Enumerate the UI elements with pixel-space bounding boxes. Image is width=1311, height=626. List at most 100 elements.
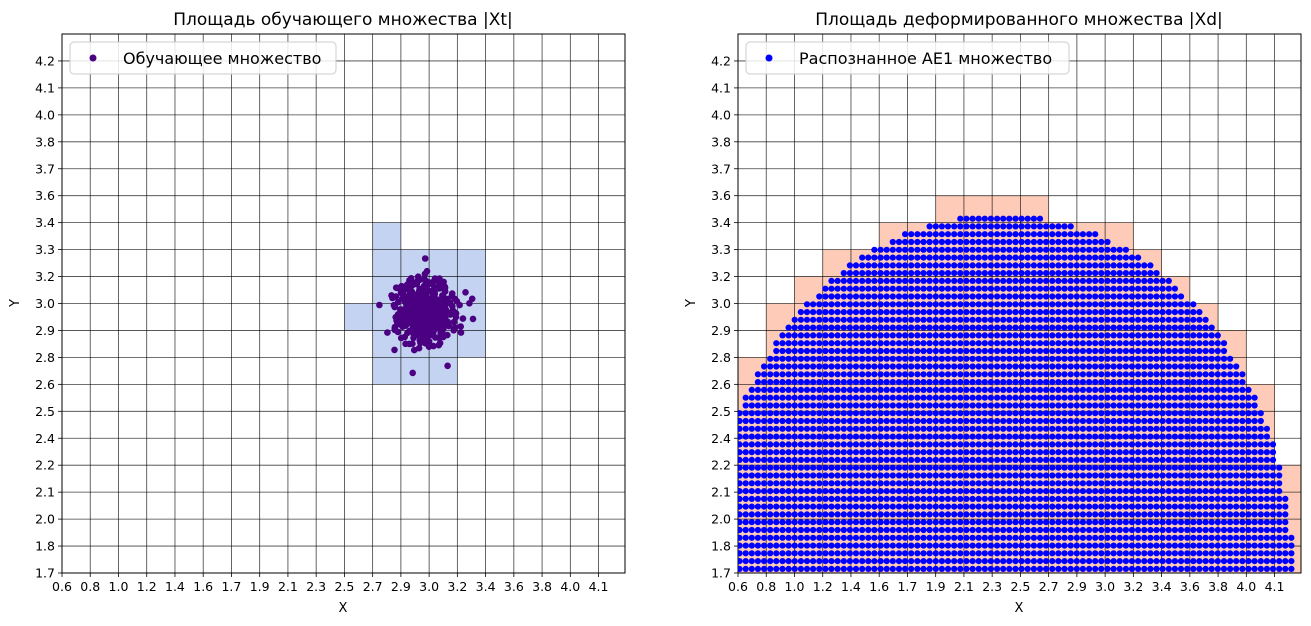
data-point <box>1165 394 1172 401</box>
data-point <box>748 526 755 534</box>
data-point <box>877 277 884 284</box>
data-point <box>877 340 884 347</box>
data-point <box>908 526 915 534</box>
data-point <box>1079 246 1086 253</box>
data-point <box>1092 410 1099 417</box>
data-point <box>1257 558 1264 565</box>
data-point <box>1171 472 1178 479</box>
data-point <box>969 449 976 456</box>
data-point <box>1220 386 1228 393</box>
data-point <box>938 550 946 557</box>
data-point <box>1030 254 1037 261</box>
data-point <box>944 558 952 565</box>
data-point <box>1251 519 1258 526</box>
data-point <box>920 503 927 510</box>
data-point <box>1116 503 1123 510</box>
data-point <box>1141 277 1148 284</box>
data-point <box>1177 464 1185 471</box>
data-point <box>1086 526 1093 534</box>
data-point <box>828 394 835 401</box>
data-point <box>1098 503 1105 510</box>
data-point <box>816 464 823 471</box>
data-point <box>828 410 835 417</box>
data-point <box>1104 371 1111 378</box>
data-point <box>846 534 854 541</box>
data-point <box>1073 231 1080 238</box>
data-point <box>1122 324 1129 331</box>
y-tick-label: 3.0 <box>35 296 55 311</box>
data-point <box>1055 511 1062 518</box>
data-point <box>767 503 774 510</box>
x-tick-label: 3.6 <box>504 579 524 594</box>
data-point <box>951 355 958 362</box>
data-point <box>1147 371 1154 378</box>
data-point <box>865 371 872 378</box>
data-point <box>1067 309 1074 316</box>
data-point <box>1269 534 1277 541</box>
data-point <box>932 410 939 417</box>
left-legend-box <box>69 41 337 75</box>
data-point <box>914 526 921 534</box>
data-point <box>1177 417 1185 425</box>
data-point <box>969 565 976 573</box>
data-point <box>1214 355 1221 362</box>
data-point <box>767 355 774 362</box>
data-point <box>1055 495 1062 502</box>
data-point <box>963 285 970 292</box>
data-point <box>1159 480 1166 487</box>
data-point <box>779 410 786 417</box>
data-point <box>926 472 933 479</box>
data-point <box>1116 394 1123 401</box>
data-point <box>1288 550 1295 557</box>
data-point <box>1043 309 1050 316</box>
data-point <box>810 441 817 448</box>
data-point <box>1184 316 1191 323</box>
data-point <box>1227 558 1234 565</box>
data-point <box>1049 238 1056 246</box>
data-point <box>969 410 976 417</box>
data-point <box>969 534 976 541</box>
data-point <box>1049 534 1056 541</box>
data-point <box>1006 456 1013 463</box>
data-point <box>944 254 952 261</box>
data-point <box>914 488 921 495</box>
data-point <box>748 550 755 557</box>
data-point <box>1073 503 1080 510</box>
data-point <box>902 534 909 541</box>
data-point <box>767 495 774 502</box>
data-point <box>859 464 866 471</box>
data-point <box>1030 386 1037 393</box>
data-point <box>1214 394 1221 401</box>
data-point <box>1006 223 1013 230</box>
data-point <box>1110 526 1117 534</box>
data-point <box>840 534 847 541</box>
data-point <box>920 456 927 463</box>
data-point <box>448 292 456 300</box>
data-point <box>1086 495 1093 502</box>
data-point <box>785 417 792 425</box>
data-point <box>1153 558 1160 565</box>
data-point <box>914 363 921 370</box>
data-point <box>791 386 798 393</box>
data-point <box>1055 456 1062 463</box>
data-point <box>852 324 860 331</box>
data-point <box>822 503 829 510</box>
data-point <box>767 480 774 487</box>
data-point <box>773 417 780 425</box>
data-point <box>859 371 866 378</box>
data-point <box>1147 503 1154 510</box>
data-point <box>914 449 921 456</box>
data-point <box>889 526 896 534</box>
data-point <box>1110 270 1117 277</box>
data-point <box>1128 347 1136 355</box>
data-point <box>1067 565 1074 573</box>
data-point <box>951 456 958 463</box>
data-point <box>1055 238 1062 246</box>
data-point <box>1061 293 1068 300</box>
data-point <box>981 363 988 370</box>
data-point <box>761 558 768 565</box>
data-point <box>1171 410 1178 417</box>
data-point <box>1233 480 1240 487</box>
data-point <box>975 355 982 362</box>
data-point <box>785 526 792 534</box>
